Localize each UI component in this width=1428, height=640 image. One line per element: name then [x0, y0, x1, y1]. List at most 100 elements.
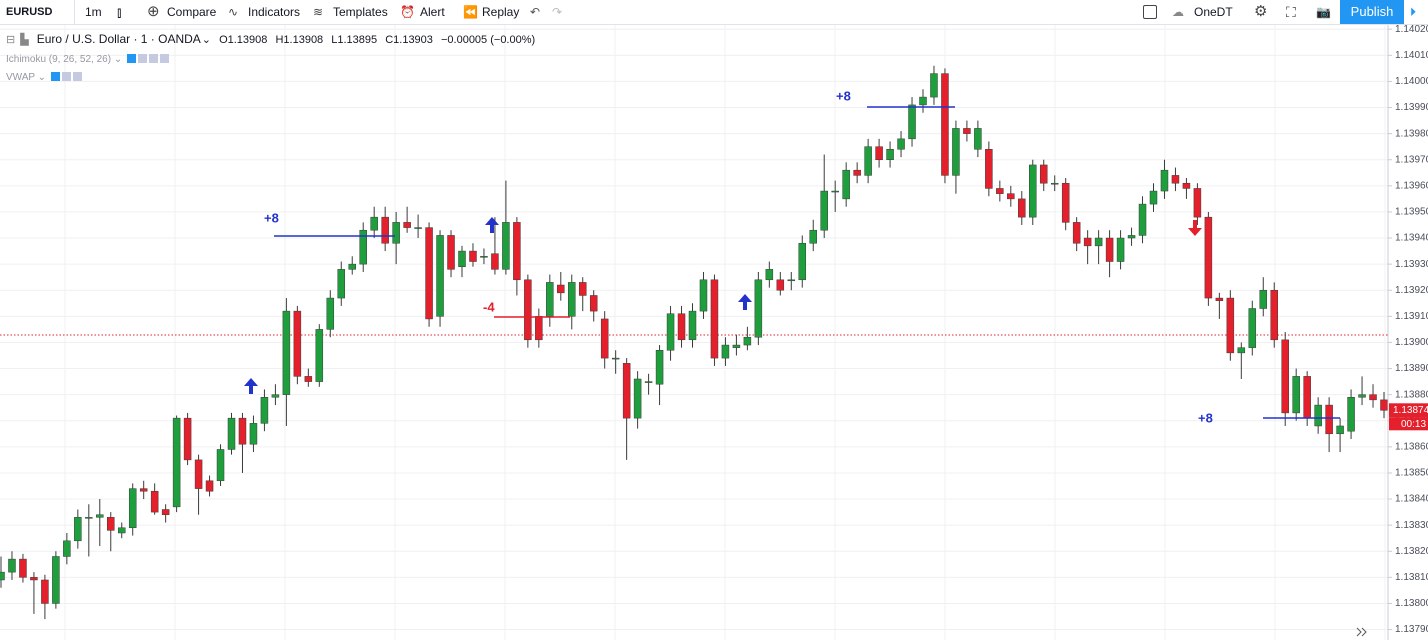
alert-icon[interactable]: ⏰ — [400, 5, 415, 19]
candle-body — [194, 459, 203, 489]
indicator-name[interactable]: Ichimoku (9, 26, 52, 26) — [6, 54, 112, 65]
fullscreen[interactable]: ⛶ — [1286, 4, 1296, 20]
compare-icon[interactable]: ⊕ — [147, 3, 160, 20]
candle-body — [1083, 237, 1092, 247]
scroll-right[interactable] — [1356, 627, 1367, 637]
candle-body — [524, 279, 532, 341]
redo[interactable]: ↷ — [552, 5, 563, 19]
chart-style[interactable]: ⫾ — [117, 4, 122, 20]
dropdown[interactable]: ⌄ — [201, 34, 212, 46]
candle-body — [1303, 376, 1311, 419]
candle-body — [370, 216, 378, 231]
candle-body — [41, 579, 49, 604]
candle-body — [622, 363, 631, 419]
y-tick-label: 1.13930 — [1395, 259, 1428, 270]
candle-body — [1171, 175, 1180, 184]
candle-body — [721, 344, 730, 359]
candle-body — [776, 279, 785, 291]
candle-body — [216, 449, 225, 482]
flag: ▙ — [20, 34, 29, 46]
templates-icon[interactable]: ≋ — [313, 5, 324, 19]
replay[interactable]: Replay — [482, 5, 520, 19]
candle-body — [1127, 235, 1136, 239]
candle-body — [348, 263, 356, 270]
replay-icon[interactable]: ⏪ — [463, 5, 478, 19]
candle-body — [864, 146, 872, 176]
indicator-name[interactable]: VWAP — [6, 72, 35, 83]
indicators-icon[interactable]: ∿ — [228, 5, 239, 19]
candle-body — [743, 336, 752, 346]
candle-body — [30, 577, 38, 581]
candle-body — [589, 295, 598, 312]
alert[interactable]: Alert — [420, 5, 445, 19]
publish-button[interactable]: Publish — [1340, 0, 1404, 24]
candle-body — [941, 73, 949, 176]
candle-body — [930, 73, 938, 98]
compare[interactable]: Compare — [167, 5, 217, 19]
layout-toggle[interactable] — [1143, 5, 1157, 19]
candle-body — [1215, 297, 1224, 301]
candle-body — [688, 310, 697, 341]
candle-body — [238, 417, 247, 445]
legend: ⊟ ▙ Euro / U.S. Dollar · 1 · OANDA⌄ O1.13… — [6, 32, 540, 46]
settings[interactable]: ⚙ — [1254, 3, 1268, 20]
y-tick-label: 1.13800 — [1395, 598, 1428, 609]
ohlc-open: O1.13908 — [219, 34, 268, 46]
candle-body — [63, 540, 71, 557]
replay-play[interactable]: ⏵ — [1410, 5, 1417, 19]
candle-body — [0, 571, 5, 581]
candle-body — [568, 282, 576, 317]
candle-body — [326, 297, 335, 330]
candle-body — [1050, 182, 1059, 185]
collapse[interactable]: ⊟ — [6, 34, 16, 46]
y-tick-label: 1.13970 — [1395, 154, 1428, 165]
candle-body — [1039, 164, 1048, 184]
candle-body — [1281, 339, 1289, 414]
y-tick-label: 1.13950 — [1395, 207, 1428, 218]
candle-body — [1347, 397, 1355, 432]
indicator-row: Ichimoku (9, 26, 52, 26) ⌄ — [6, 54, 169, 65]
candle-body — [875, 146, 883, 160]
candle-body — [1193, 188, 1202, 218]
candle-body — [1259, 289, 1268, 309]
candle-body — [1182, 182, 1191, 189]
indicators[interactable]: Indicators — [248, 5, 301, 19]
candle-body — [8, 558, 16, 573]
candle-body — [513, 222, 521, 281]
cloud-icon[interactable]: ☁ — [1172, 5, 1184, 19]
y-tick-label: 1.13940 — [1395, 233, 1428, 244]
candle-body — [853, 169, 861, 176]
candle-body — [1226, 297, 1235, 354]
candle-body — [820, 190, 828, 231]
templates[interactable]: Templates — [333, 5, 388, 19]
y-tick-label: 1.13810 — [1395, 572, 1428, 583]
y-tick-label: 1.13960 — [1395, 180, 1428, 191]
candle-body — [1270, 289, 1278, 341]
candle-body — [974, 128, 982, 150]
candle-body — [919, 96, 927, 106]
candle-body — [469, 250, 477, 262]
ohlc-low: L1.13895 — [331, 34, 378, 46]
countdown-box — [1389, 417, 1428, 431]
candle-body — [293, 310, 302, 377]
candle-body — [765, 269, 774, 281]
y-tick-label: 1.13980 — [1395, 128, 1428, 139]
candle-body — [1358, 394, 1366, 398]
candle-body — [1094, 237, 1103, 247]
indicator-row: VWAP ⌄ — [6, 72, 82, 83]
candle-body — [1204, 216, 1213, 299]
candle-body — [1292, 376, 1300, 414]
snapshot[interactable]: 📷 — [1316, 5, 1331, 19]
symbol[interactable]: EURUSD — [6, 6, 53, 18]
layout-name[interactable]: OneDT — [1194, 5, 1233, 19]
candle-body — [677, 313, 686, 341]
candle-body — [699, 279, 708, 312]
interval[interactable]: 1m — [85, 5, 102, 19]
candle-body — [886, 149, 894, 160]
candle-body — [74, 517, 82, 542]
undo[interactable]: ↶ — [530, 5, 541, 19]
candle-body — [557, 284, 565, 294]
candle-body — [578, 282, 587, 296]
candle-body — [535, 316, 543, 341]
